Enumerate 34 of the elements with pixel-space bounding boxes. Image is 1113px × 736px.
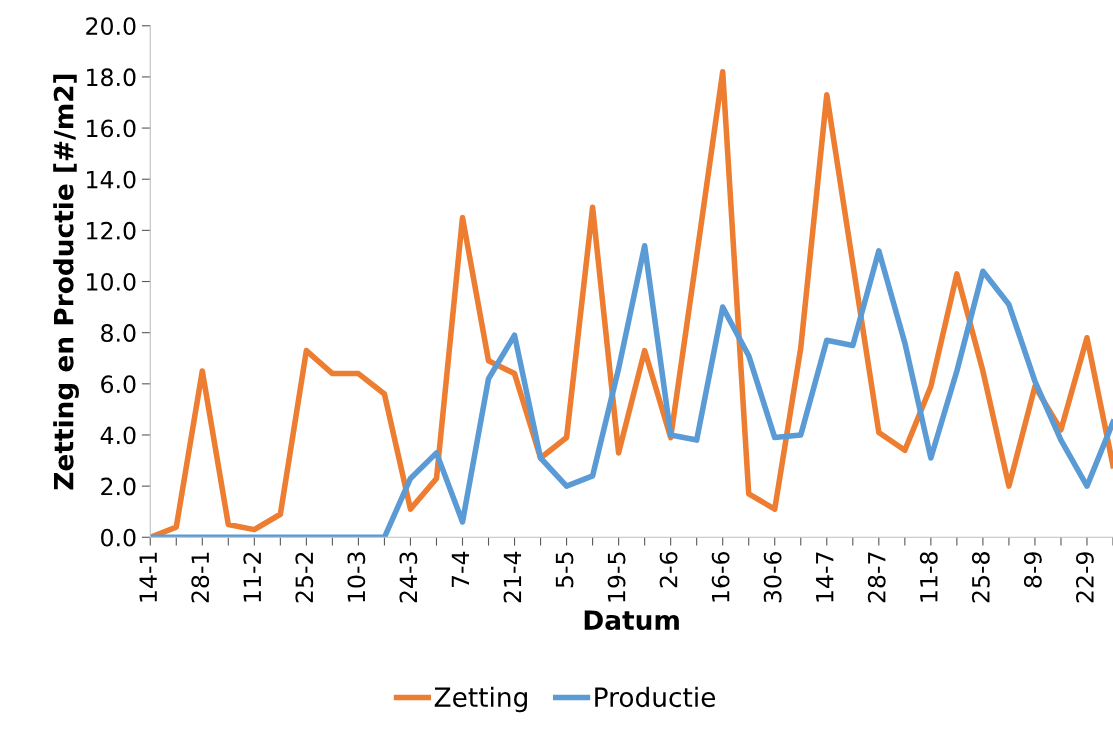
x-tick-label: 19-5 (607, 552, 626, 602)
x-tick-label: 14-1 (139, 552, 157, 602)
legend-label: Productie (595, 686, 716, 708)
x-tick-label: 8-9 (1023, 552, 1042, 588)
x-tick-label: 24-3 (399, 552, 418, 603)
x-tick-label: 28-7 (867, 552, 886, 603)
y-tick-label: 8.0 (101, 324, 136, 342)
x-tick-label: 11-2 (243, 552, 261, 602)
x-tick-label: 25-2 (295, 552, 314, 603)
x-tick-label: 21-4 (503, 551, 522, 603)
x-tick-label: 28-1 (191, 552, 210, 603)
y-tick-label: 0.0 (101, 528, 136, 547)
y-axis-title: Zetting en Productie [#/m2] (53, 74, 79, 490)
x-tick-label: 16-6 (711, 551, 730, 602)
y-tick-label: 16.0 (87, 119, 136, 138)
y-tick-label: 20.0 (86, 17, 136, 36)
x-tick-label: 7-4 (451, 551, 470, 588)
y-tick-label: 14.0 (87, 170, 136, 189)
x-tick-label: 25-8 (971, 552, 990, 603)
y-tick-label: 2.0 (101, 477, 136, 496)
x-tick-label: 2-6 (659, 551, 678, 588)
y-tick-label: 10.0 (87, 272, 136, 291)
x-tick-label: 30-6 (763, 551, 782, 603)
y-tick-label: 18.0 (87, 68, 136, 87)
x-tick-label: 5-5 (555, 552, 574, 588)
x-tick-label: 11-8 (919, 552, 938, 602)
legend-label: Zetting (434, 686, 527, 713)
x-tick-label: 22-9 (1075, 552, 1094, 603)
x-axis-title: Datum (584, 610, 679, 631)
y-tick-label: 12.0 (87, 221, 136, 240)
x-tick-label: 14-7 (816, 552, 834, 602)
y-tick-label: 6.0 (101, 375, 136, 394)
y-tick-label: 4.0 (100, 426, 136, 445)
x-tick-label: 10-3 (347, 552, 366, 602)
